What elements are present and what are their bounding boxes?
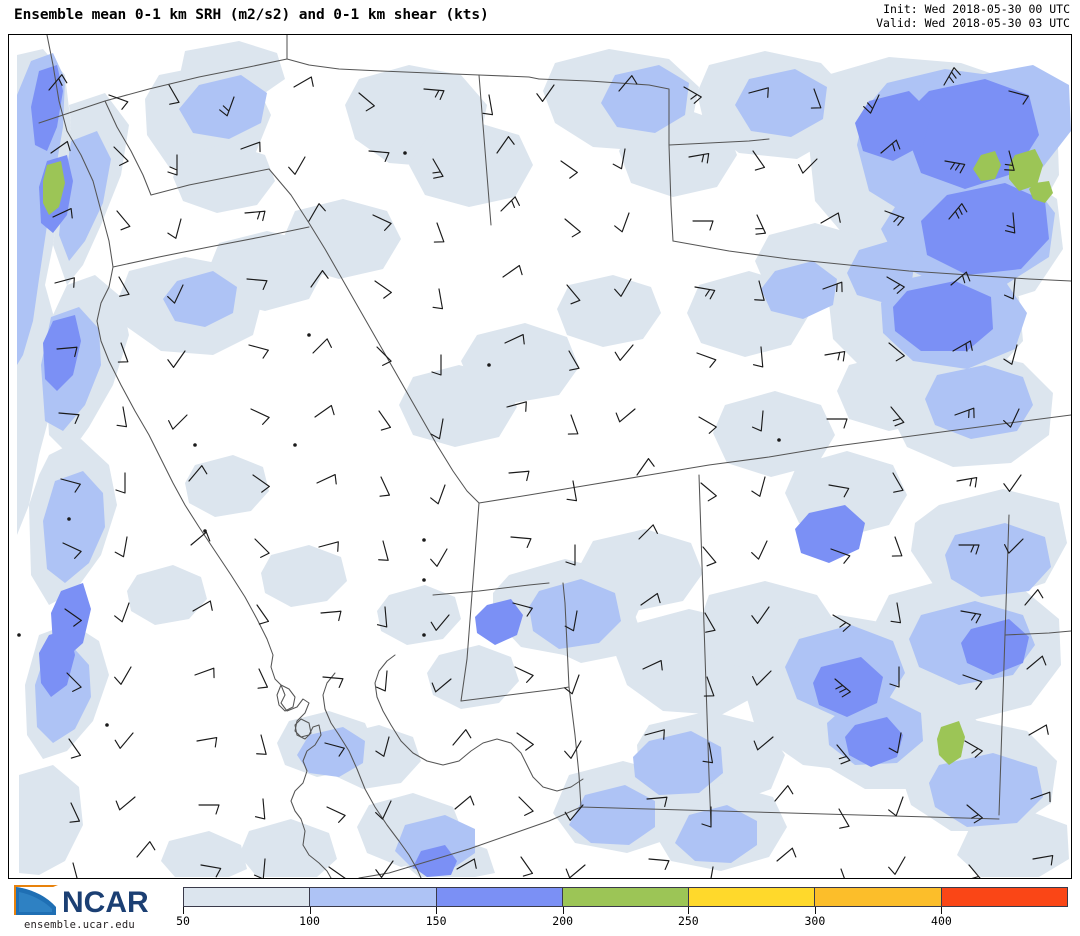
colorbar-ticks: 50 100 150 200 250 300 400 (176, 907, 1068, 933)
forecast-timestamp: Init: Wed 2018-05-30 00 UTC Valid: Wed 2… (876, 2, 1070, 30)
ncar-logo-url[interactable]: ensemble.ucar.edu (24, 919, 135, 931)
colorbar-segment (562, 888, 690, 906)
ncar-logo-mark: NCAR (14, 885, 149, 919)
wind-barb-field (17, 67, 1054, 878)
init-time: Init: Wed 2018-05-30 00 UTC (883, 2, 1070, 16)
colorbar-tick-label: 400 (931, 914, 952, 928)
ncar-logo-text: NCAR (62, 886, 149, 919)
colorbar-tick (436, 907, 438, 914)
colorbar-tick (814, 907, 816, 914)
colorbar-tick-label: 50 (176, 914, 190, 928)
colorbar-segment (941, 888, 1067, 906)
colorbar-tick (688, 907, 690, 914)
ncar-logo[interactable]: NCAR ensemble.ucar.edu (6, 881, 166, 935)
map-canvas (9, 35, 1071, 878)
colorbar-tick (309, 907, 311, 914)
colorbar-segment (310, 888, 437, 906)
header: Ensemble mean 0-1 km SRH (m2/s2) and 0-1… (0, 0, 1080, 34)
colorbar-tick-label: 150 (425, 914, 447, 928)
colorbar-tick-label: 200 (552, 914, 574, 928)
map-boundaries (38, 35, 1071, 878)
colorbar-segment (184, 888, 311, 906)
colorbar-tick-label: 300 (804, 914, 826, 928)
map-frame[interactable] (8, 34, 1072, 879)
colorbar-tick-label: 100 (299, 914, 320, 928)
colorbar-tick (941, 907, 943, 914)
colorbar-tick (183, 907, 184, 914)
colorbar-segment (436, 888, 563, 906)
page-title: Ensemble mean 0-1 km SRH (m2/s2) and 0-1… (14, 7, 489, 23)
colorbar-segment (689, 888, 816, 906)
colorbar[interactable] (183, 887, 1068, 907)
colorbar-tick-label: 250 (677, 914, 699, 928)
valid-time: Valid: Wed 2018-05-30 03 UTC (876, 15, 1070, 30)
colorbar-segment (815, 888, 942, 906)
srh-contour-band-200 (43, 149, 1053, 765)
footer: NCAR ensemble.ucar.edu 50 100 150 200 250 300… (0, 879, 1080, 936)
colorbar-tick (562, 907, 564, 914)
